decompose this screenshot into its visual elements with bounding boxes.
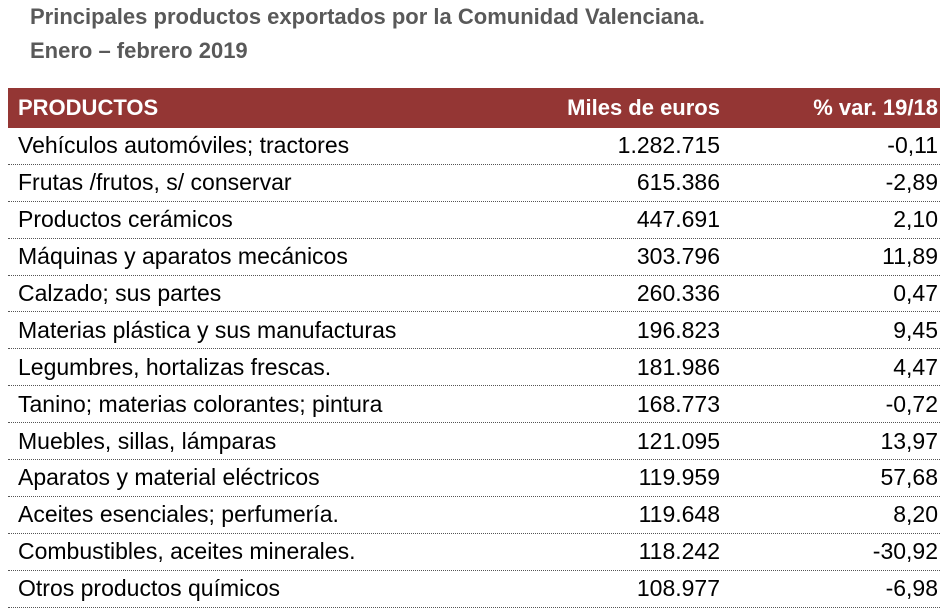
table-cell: Legumbres, hortalizas frescas. — [18, 353, 332, 380]
table-cell: Materias plástica y sus manufacturas — [18, 316, 397, 343]
table-row: Frutas /frutos, s/ conservar 615.386 -2,89 — [8, 165, 940, 202]
table-row: Otros productos químicos 108.977 -6,98 — [8, 571, 940, 608]
table-cell: 8,20 — [893, 501, 938, 528]
table-row: Materias plástica y sus manufacturas 196.… — [8, 312, 940, 350]
table-cell: 2,10 — [893, 206, 938, 233]
table-cell: 13,97 — [880, 427, 938, 454]
table-cell: Aparatos y material eléctricos — [18, 464, 320, 491]
header-row: PRODUCTOS Miles de euros % var. 19/18 — [8, 88, 940, 128]
table-cell: Muebles, sillas, lámparas — [18, 427, 277, 454]
table-cell: 108.977 — [636, 575, 720, 602]
table-cell: Otros productos químicos — [18, 575, 281, 602]
column-header: Miles de euros — [567, 95, 720, 120]
table-cell: -6,98 — [885, 575, 938, 602]
table-row: Tanino; materias colorantes; pintura 168.… — [8, 386, 940, 424]
table-cell: 196.823 — [636, 316, 720, 343]
table-cell: -30,92 — [872, 538, 938, 565]
table-cell: 9,45 — [893, 316, 938, 343]
table-cell: 303.796 — [636, 243, 720, 270]
table-cell: 615.386 — [636, 169, 720, 196]
table-row: Aceites esenciales; perfumería. 119.648 8,… — [8, 497, 940, 534]
table-cell: Frutas /frutos, s/ conservar — [18, 169, 292, 196]
table-cell: -0,72 — [885, 390, 938, 417]
table-cell: 119.959 — [638, 464, 720, 491]
table-row: Muebles, sillas, lámparas 121.095 13,97 — [8, 423, 940, 461]
table-cell: Combustibles, aceites minerales. — [18, 538, 356, 565]
table-cell: 57,68 — [880, 464, 938, 491]
subtitle: Enero – febrero 2019 — [30, 38, 248, 63]
table-cell: 4,47 — [893, 353, 938, 380]
table-row: Productos cerámicos 447.691 2,10 — [8, 202, 940, 239]
table-cell: 168.773 — [636, 390, 720, 417]
table-cell: Tanino; materias colorantes; pintura — [18, 390, 383, 417]
table-cell: -0,11 — [887, 132, 938, 159]
table: PRODUCTOS Miles de euros % var. 19/18 Vehíc… — [8, 88, 940, 608]
table-row: Combustibles, aceites minerales. 118.242 -… — [8, 534, 940, 571]
table-cell: Productos cerámicos — [18, 206, 233, 233]
table-cell: Calzado; sus partes — [18, 280, 222, 306]
table-cell: 118.242 — [638, 538, 720, 565]
table-cell: 1.282.715 — [617, 132, 720, 159]
table-row: Vehículos automóviles; tractores 1.282.71… — [8, 128, 940, 165]
title: Principales productos exportados por la … — [30, 4, 705, 29]
table-cell: 119.648 — [638, 501, 720, 528]
table-row: Aparatos y material eléctricos 119.959 57,… — [8, 460, 940, 497]
table-cell: 181.986 — [636, 353, 720, 380]
table-cell: -2,89 — [885, 169, 938, 196]
table-cell: 447.691 — [636, 206, 720, 233]
column-header: PRODUCTOS — [18, 95, 159, 120]
table-cell: 11,89 — [882, 243, 938, 270]
table-row: Máquinas y aparatos mecánicos 303.796 11,8… — [8, 239, 940, 276]
table-cell: Aceites esenciales; perfumería. — [18, 501, 339, 528]
table-cell: 0,47 — [893, 280, 938, 306]
table-cell: Vehículos automóviles; tractores — [18, 132, 350, 159]
table-cell: Máquinas y aparatos mecánicos — [18, 243, 348, 270]
table-cell: 260.336 — [636, 280, 720, 306]
table-row: Calzado; sus partes 260.336 0,47 — [8, 276, 940, 313]
table-row: Legumbres, hortalizas frescas. 181.986 4,4… — [8, 349, 940, 387]
column-header: % var. 19/18 — [813, 95, 938, 120]
table-cell: 121.095 — [636, 427, 720, 454]
